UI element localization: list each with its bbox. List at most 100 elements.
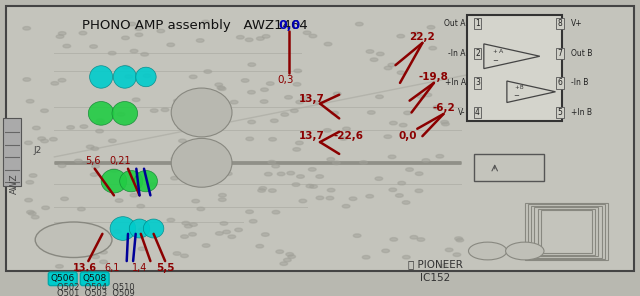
Circle shape [41,139,49,143]
Circle shape [424,93,431,97]
Circle shape [26,181,34,184]
Ellipse shape [112,102,138,125]
Circle shape [178,172,186,175]
Circle shape [264,172,272,176]
Circle shape [138,247,146,250]
Circle shape [214,103,221,107]
Circle shape [413,32,420,36]
Circle shape [26,99,34,103]
Circle shape [132,98,140,102]
Circle shape [326,196,334,200]
Circle shape [303,31,311,35]
Circle shape [315,101,323,104]
Circle shape [286,252,294,256]
Circle shape [216,232,223,235]
Text: V-: V- [458,108,466,117]
Circle shape [442,122,449,126]
Circle shape [468,242,507,260]
Circle shape [403,201,410,204]
Ellipse shape [101,169,127,193]
Circle shape [203,148,211,151]
Ellipse shape [172,88,232,137]
Circle shape [80,125,88,128]
Circle shape [262,35,270,38]
Circle shape [404,111,412,115]
Circle shape [27,210,35,214]
Circle shape [327,188,335,192]
Circle shape [197,207,205,211]
Circle shape [42,206,49,210]
Circle shape [272,164,280,168]
Circle shape [268,160,276,164]
Circle shape [287,171,294,175]
Circle shape [441,120,449,124]
Circle shape [296,141,303,145]
Circle shape [276,250,284,253]
Circle shape [376,52,384,56]
Circle shape [189,223,197,226]
Circle shape [171,157,179,160]
Circle shape [189,233,196,236]
Circle shape [258,189,266,192]
Circle shape [139,228,147,231]
Circle shape [117,112,125,116]
Circle shape [397,71,405,74]
Circle shape [342,205,350,208]
Circle shape [92,165,99,168]
Circle shape [248,63,255,66]
Circle shape [150,109,158,112]
Circle shape [212,121,220,125]
Circle shape [250,220,257,223]
Text: V+: V+ [571,19,582,28]
Text: 6,1: 6,1 [104,263,120,273]
Circle shape [436,155,444,158]
Circle shape [167,218,175,222]
Circle shape [223,230,230,234]
Circle shape [324,42,332,46]
Circle shape [29,174,37,177]
Circle shape [246,210,253,213]
Polygon shape [484,44,540,69]
Circle shape [281,113,289,116]
Text: -In B: -In B [571,78,588,87]
Circle shape [376,95,383,99]
Circle shape [38,137,45,140]
Circle shape [456,238,463,242]
Circle shape [35,222,112,258]
Circle shape [235,228,243,232]
Circle shape [189,126,197,129]
Text: +In B: +In B [571,108,592,117]
Circle shape [173,252,181,255]
Bar [525,203,608,260]
Text: 13,7: 13,7 [299,131,324,141]
Text: 0,0: 0,0 [399,131,417,141]
Circle shape [260,100,268,103]
Circle shape [331,111,339,115]
Circle shape [308,168,316,171]
Text: -22,6: -22,6 [334,131,364,141]
Text: +: + [492,49,497,54]
Ellipse shape [120,170,143,192]
Circle shape [310,185,317,188]
Circle shape [230,100,238,104]
Circle shape [149,183,157,186]
Circle shape [388,63,396,67]
Circle shape [454,237,462,240]
Bar [531,206,602,258]
Circle shape [390,238,397,241]
Bar [528,204,605,259]
Circle shape [288,255,296,258]
Circle shape [427,25,435,29]
Text: 7: 7 [557,49,563,58]
Circle shape [285,96,292,99]
Circle shape [56,265,63,268]
Circle shape [429,46,436,50]
Circle shape [184,224,192,228]
Circle shape [333,92,341,96]
Text: 0,3: 0,3 [278,75,294,85]
Circle shape [256,244,264,248]
Polygon shape [507,81,556,102]
Circle shape [171,176,179,180]
Circle shape [33,126,40,130]
Circle shape [122,36,129,40]
